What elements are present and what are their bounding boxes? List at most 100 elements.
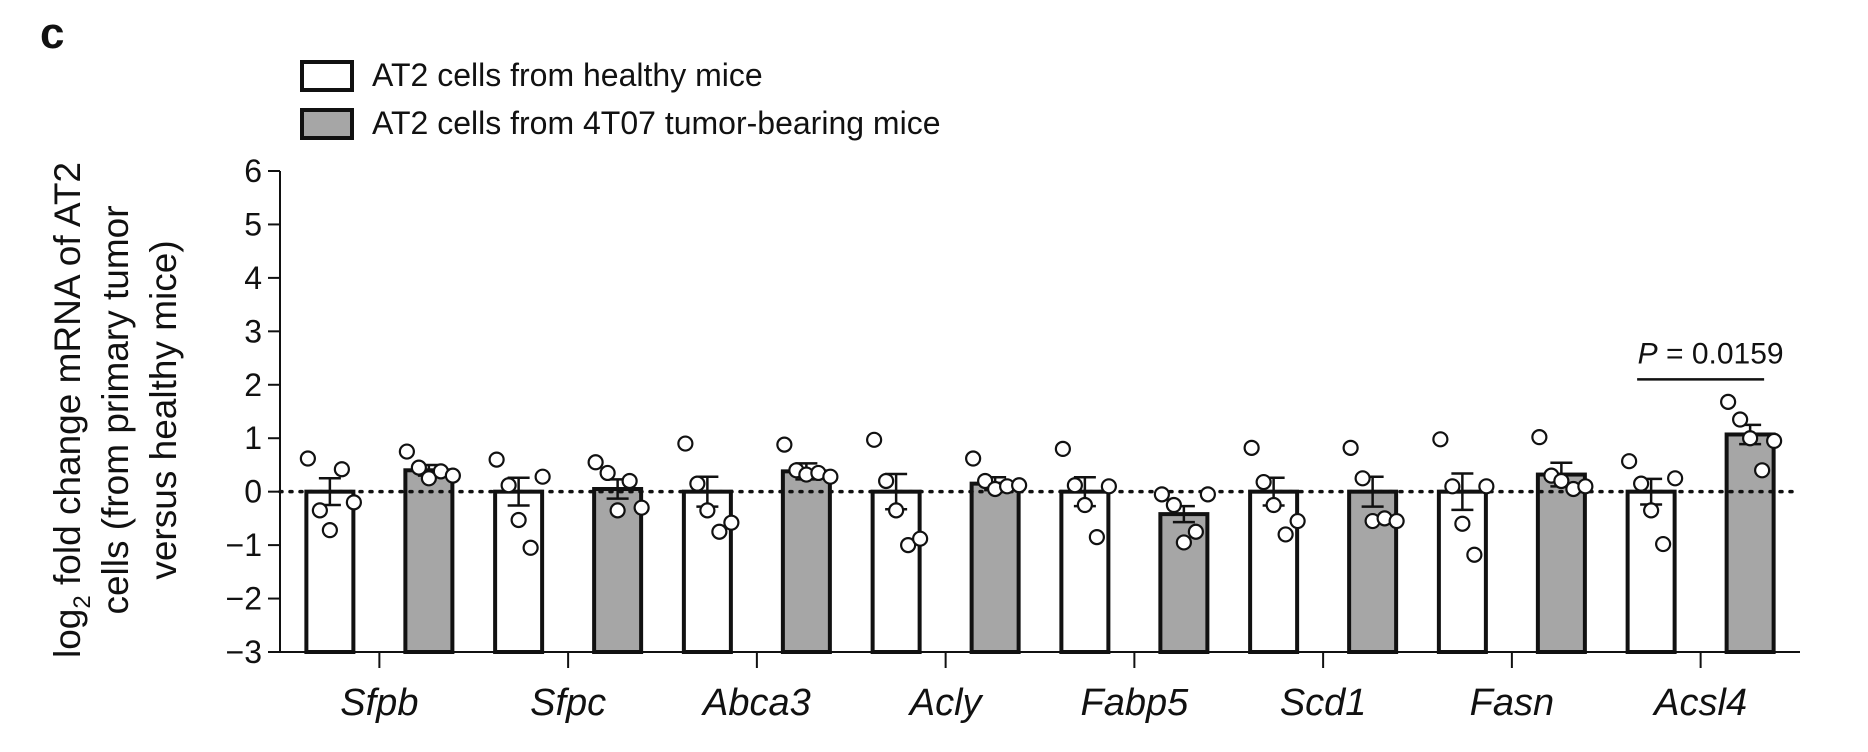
x-tick-label-sfpb: Sfpb <box>340 682 418 724</box>
data-point <box>500 477 517 494</box>
data-point <box>1732 411 1749 428</box>
data-point <box>587 454 604 471</box>
bar-sfpb-series-1 <box>304 489 356 654</box>
x-ticks: Sfpb Sfpc Abca3 Acly Fabp5 Scd1 Fasn Acsl4 <box>340 652 1747 724</box>
data-point <box>1655 535 1672 553</box>
y-tick-label: 4 <box>244 260 262 296</box>
data-point <box>410 459 427 476</box>
data-point <box>510 511 527 529</box>
data-point <box>1742 430 1759 447</box>
data-point <box>1342 439 1359 456</box>
data-point <box>333 461 350 478</box>
y-tick-label: 0 <box>244 474 262 510</box>
data-point <box>488 451 505 468</box>
data-point <box>1243 439 1260 456</box>
data-point <box>1088 528 1105 546</box>
data-point <box>1187 523 1204 540</box>
data-point <box>299 450 316 467</box>
y-axis-label-line-3: versus healthy mice) <box>143 240 184 579</box>
data-point <box>345 494 362 511</box>
data-point <box>1454 515 1471 532</box>
data-point <box>398 443 415 460</box>
y-axis-label: log2 fold change mRNA of AT2 cells (from … <box>47 162 184 658</box>
x-tick-label-scd1: Scd1 <box>1280 682 1367 724</box>
data-point <box>1066 477 1083 494</box>
data-point <box>1175 534 1192 551</box>
data-point <box>1432 431 1449 448</box>
data-point <box>1265 496 1282 514</box>
y-axis-label-line-2: cells (from primary tumor <box>95 205 136 614</box>
data-point <box>1720 393 1737 410</box>
data-point <box>699 502 716 519</box>
data-point <box>609 502 626 519</box>
data-point <box>1621 453 1638 470</box>
data-point <box>1199 486 1216 503</box>
data-point <box>1667 470 1684 487</box>
data-point <box>711 523 728 540</box>
legend-swatch-1 <box>300 60 354 92</box>
data-point <box>866 431 883 448</box>
data-point <box>599 464 616 482</box>
data-points <box>299 393 1783 563</box>
y-tick-label: −3 <box>226 634 262 670</box>
data-point <box>1577 478 1594 495</box>
data-point <box>1289 512 1306 530</box>
data-point <box>965 450 982 467</box>
y-tick-label: 1 <box>244 420 262 456</box>
data-point <box>878 472 895 490</box>
x-tick-label-sfpc: Sfpc <box>530 682 606 724</box>
data-point <box>1100 478 1117 495</box>
data-point <box>1076 496 1093 514</box>
data-point <box>689 475 706 492</box>
data-point <box>1478 478 1495 495</box>
data-point <box>1354 470 1371 487</box>
data-point <box>1754 462 1771 479</box>
data-point <box>1153 486 1170 503</box>
data-point <box>621 472 638 490</box>
legend-label-2: AT2 cells from 4T07 tumor-bearing mice <box>372 105 940 141</box>
data-point <box>1553 472 1570 490</box>
data-point <box>633 499 650 516</box>
bar-fabp5-series-1 <box>1059 489 1111 654</box>
data-point <box>912 530 929 547</box>
y-tick-label: −1 <box>226 527 262 563</box>
x-tick-label-fasn: Fasn <box>1470 682 1554 724</box>
data-point <box>677 435 694 452</box>
data-point <box>888 502 905 519</box>
bar-sfpb-series-2 <box>403 468 455 654</box>
data-point <box>420 470 437 487</box>
data-point <box>1277 526 1294 543</box>
data-point <box>1531 429 1548 446</box>
data-point <box>1165 496 1182 514</box>
data-point <box>776 436 793 453</box>
bar-acly-series-2 <box>969 481 1021 654</box>
significance-annotation: P = 0.0159 <box>1637 337 1784 381</box>
data-point <box>1643 502 1660 519</box>
bars <box>304 432 1776 655</box>
data-point <box>822 468 839 485</box>
legend-swatch-2 <box>300 108 354 140</box>
bar-abca3-series-2 <box>780 469 832 655</box>
data-point <box>1011 477 1028 494</box>
x-tick-label-fabp5: Fabp5 <box>1081 682 1190 724</box>
data-point <box>1388 512 1405 530</box>
data-point <box>1054 440 1071 458</box>
panel-label: c <box>40 9 64 58</box>
y-axis-label-line-1: log2 fold change mRNA of AT2 <box>47 162 96 658</box>
legend-label-1: AT2 cells from healthy mice <box>372 57 763 93</box>
y-tick-label: −2 <box>226 581 262 617</box>
y-ticks: 6 5 4 3 2 1 0 −1 −2 −3 <box>226 153 280 670</box>
x-tick-label-acly: Acly <box>908 682 984 724</box>
data-point <box>321 522 338 539</box>
data-point <box>1633 475 1650 492</box>
data-point <box>522 539 539 556</box>
data-point <box>1444 478 1461 495</box>
x-tick-label-acsl4: Acsl4 <box>1652 682 1747 724</box>
bar-scd1-series-1 <box>1248 489 1300 654</box>
legend: AT2 cells from healthy mice AT2 cells fro… <box>300 57 940 141</box>
data-point <box>1766 432 1783 449</box>
y-tick-label: 5 <box>244 206 262 242</box>
data-point <box>534 468 551 485</box>
data-point <box>900 537 917 554</box>
